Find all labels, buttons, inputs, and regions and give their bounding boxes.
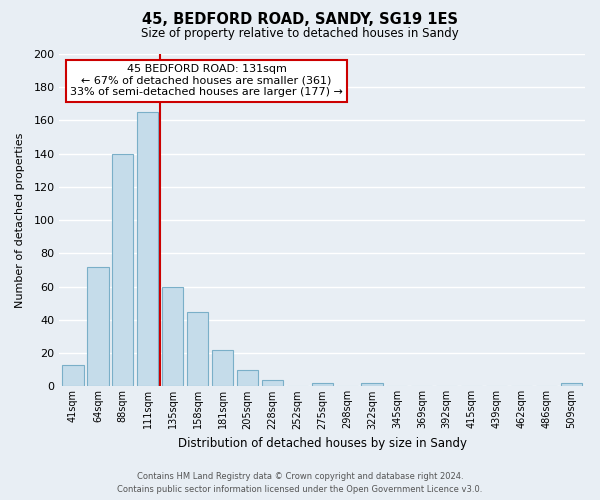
Bar — [262, 380, 283, 386]
Bar — [187, 312, 208, 386]
Text: 45, BEDFORD ROAD, SANDY, SG19 1ES: 45, BEDFORD ROAD, SANDY, SG19 1ES — [142, 12, 458, 28]
Bar — [361, 383, 383, 386]
X-axis label: Distribution of detached houses by size in Sandy: Distribution of detached houses by size … — [178, 437, 467, 450]
Text: 45 BEDFORD ROAD: 131sqm  
← 67% of detached houses are smaller (361)
33% of semi: 45 BEDFORD ROAD: 131sqm ← 67% of detache… — [70, 64, 343, 97]
Bar — [62, 365, 83, 386]
Bar — [311, 383, 333, 386]
Bar — [112, 154, 133, 386]
Bar — [137, 112, 158, 386]
Text: Size of property relative to detached houses in Sandy: Size of property relative to detached ho… — [141, 28, 459, 40]
Bar — [162, 286, 183, 386]
Bar — [212, 350, 233, 387]
Y-axis label: Number of detached properties: Number of detached properties — [15, 132, 25, 308]
Bar — [561, 383, 582, 386]
Text: Contains HM Land Registry data © Crown copyright and database right 2024.
Contai: Contains HM Land Registry data © Crown c… — [118, 472, 482, 494]
Bar — [237, 370, 258, 386]
Bar — [88, 266, 109, 386]
